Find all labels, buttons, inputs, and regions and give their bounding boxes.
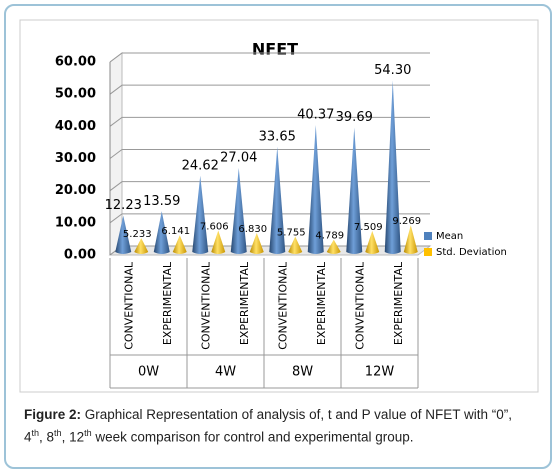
x-tick-label: CONVENTIONAL	[122, 261, 135, 350]
caption-text: , 12	[61, 429, 85, 445]
group-label: 4W	[215, 365, 236, 380]
cone	[115, 215, 132, 254]
value-label: 4.789	[315, 231, 344, 242]
value-label: 5.755	[277, 227, 306, 238]
x-tick-label: EXPERIMENTAL	[392, 261, 405, 345]
caption-text: th	[31, 428, 40, 438]
legend-swatch	[424, 232, 432, 240]
value-label: 5.233	[123, 229, 152, 240]
grid-line	[109, 52, 430, 63]
value-label: 13.59	[143, 194, 180, 209]
x-tick-label: EXPERIMENTAL	[161, 261, 174, 345]
y-tick-label: 10.00	[55, 215, 96, 230]
cone	[326, 239, 341, 254]
value-label: 40.37	[297, 108, 334, 123]
x-tick-label: CONVENTIONAL	[353, 261, 366, 350]
cone	[307, 125, 324, 255]
cone	[172, 235, 187, 254]
plot-frame	[19, 19, 539, 393]
caption-text: Graphical Representation of analysis of,…	[24, 407, 512, 445]
cone	[153, 211, 170, 254]
caption-text: th	[54, 428, 62, 438]
grid-line	[109, 116, 430, 127]
cone	[249, 233, 264, 254]
cone	[346, 127, 363, 254]
value-label: 7.509	[354, 222, 383, 233]
y-tick-label: 50.00	[55, 87, 96, 102]
value-label: 12.23	[105, 198, 142, 213]
cone	[365, 230, 380, 254]
cone	[288, 236, 303, 254]
y-tick-label: 20.00	[55, 183, 96, 198]
y-tick-label: 60.00	[55, 55, 96, 70]
x-tick-label: EXPERIMENTAL	[238, 261, 251, 345]
legend-swatch	[424, 248, 432, 256]
y-tick-label: 0.00	[64, 248, 96, 263]
value-label: 39.69	[336, 110, 373, 125]
x-tick-label: CONVENTIONAL	[199, 261, 212, 350]
group-label: 0W	[138, 365, 159, 380]
frame	[4, 4, 552, 469]
value-label: 6.830	[238, 224, 267, 235]
value-label: 54.30	[374, 63, 411, 78]
legend-label: Mean	[436, 231, 463, 242]
value-label: 9.269	[392, 216, 421, 227]
value-label: 33.65	[259, 129, 296, 144]
chart-title: NFET	[252, 40, 298, 59]
cone	[211, 230, 226, 254]
caption-text: week comparison for control and experime…	[91, 429, 414, 445]
caption-text: , 8	[39, 429, 55, 445]
grid-line	[109, 149, 430, 159]
caption: Figure 2: Graphical Representation of an…	[24, 405, 534, 447]
value-label: 6.141	[161, 226, 190, 237]
value-label: 27.04	[220, 151, 257, 166]
group-label: 12W	[365, 365, 395, 380]
grid-line	[109, 181, 430, 192]
cone	[134, 238, 149, 254]
cone	[403, 225, 418, 254]
legend-label: Std. Deviation	[436, 247, 507, 258]
grid-line	[109, 213, 430, 224]
caption-text: th	[84, 428, 92, 438]
x-tick-label: CONVENTIONAL	[276, 261, 289, 350]
caption-label: Figure 2:	[24, 407, 82, 422]
value-label: 24.62	[182, 158, 219, 173]
value-label: 7.606	[200, 222, 229, 233]
cone	[192, 175, 209, 254]
chart: NFET 0.00 10.00 20.00 30.00 40.00 50.00 60.00 1…	[19, 19, 539, 393]
y-tick-label: 40.00	[55, 119, 96, 134]
cone	[230, 168, 247, 254]
y-tick-label: 30.00	[55, 151, 96, 166]
group-label: 8W	[292, 365, 313, 380]
cone	[384, 80, 401, 255]
grid-line	[109, 84, 430, 95]
cone	[269, 146, 286, 254]
x-tick-label: EXPERIMENTAL	[315, 261, 328, 345]
